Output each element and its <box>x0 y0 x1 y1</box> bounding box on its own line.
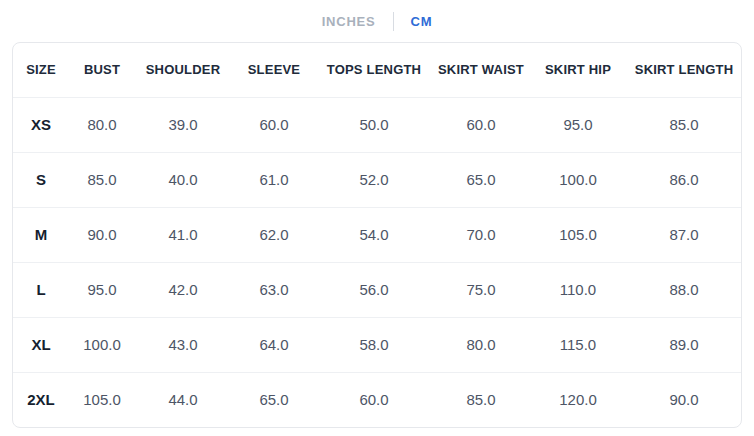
measurement-cell: 85.0 <box>69 152 135 207</box>
measurement-cell: 65.0 <box>231 372 317 427</box>
measurement-cell: 100.0 <box>531 152 625 207</box>
measurement-cell: 80.0 <box>431 317 531 372</box>
measurement-cell: 65.0 <box>431 152 531 207</box>
measurement-cell: 43.0 <box>135 317 231 372</box>
size-label: XS <box>13 97 69 152</box>
measurement-cell: 110.0 <box>531 262 625 317</box>
measurement-cell: 85.0 <box>431 372 531 427</box>
measurement-cell: 90.0 <box>69 207 135 262</box>
measurement-cell: 105.0 <box>69 372 135 427</box>
column-header: SKIRT WAIST <box>431 43 531 97</box>
measurement-cell: 85.0 <box>625 97 742 152</box>
measurement-cell: 50.0 <box>317 97 431 152</box>
measurement-cell: 88.0 <box>625 262 742 317</box>
size-label: M <box>13 207 69 262</box>
measurement-cell: 62.0 <box>231 207 317 262</box>
measurement-cell: 100.0 <box>69 317 135 372</box>
measurement-cell: 90.0 <box>625 372 742 427</box>
measurement-cell: 63.0 <box>231 262 317 317</box>
table-row: S85.040.061.052.065.0100.086.0 <box>13 152 742 207</box>
measurement-cell: 39.0 <box>135 97 231 152</box>
measurement-cell: 70.0 <box>431 207 531 262</box>
column-header: SHOULDER <box>135 43 231 97</box>
size-label: 2XL <box>13 372 69 427</box>
measurement-cell: 64.0 <box>231 317 317 372</box>
measurement-cell: 95.0 <box>69 262 135 317</box>
measurement-cell: 80.0 <box>69 97 135 152</box>
column-header: SKIRT LENGTH <box>625 43 742 97</box>
table-row: L95.042.063.056.075.0110.088.0 <box>13 262 742 317</box>
column-header: SKIRT HIP <box>531 43 625 97</box>
measurement-cell: 75.0 <box>431 262 531 317</box>
size-label: S <box>13 152 69 207</box>
measurement-cell: 54.0 <box>317 207 431 262</box>
measurement-cell: 60.0 <box>317 372 431 427</box>
measurement-cell: 61.0 <box>231 152 317 207</box>
size-chart-table: SIZEBUSTSHOULDERSLEEVETOPS LENGTHSKIRT W… <box>13 43 742 427</box>
column-header: BUST <box>69 43 135 97</box>
measurement-cell: 60.0 <box>431 97 531 152</box>
measurement-cell: 56.0 <box>317 262 431 317</box>
measurement-cell: 52.0 <box>317 152 431 207</box>
table-row: 2XL105.044.065.060.085.0120.090.0 <box>13 372 742 427</box>
unit-toggle: INCHES CM <box>0 0 754 42</box>
column-header: SLEEVE <box>231 43 317 97</box>
measurement-cell: 41.0 <box>135 207 231 262</box>
table-row: XS80.039.060.050.060.095.085.0 <box>13 97 742 152</box>
column-header: TOPS LENGTH <box>317 43 431 97</box>
table-header-row: SIZEBUSTSHOULDERSLEEVETOPS LENGTHSKIRT W… <box>13 43 742 97</box>
size-label: XL <box>13 317 69 372</box>
tab-divider <box>393 12 394 31</box>
measurement-cell: 44.0 <box>135 372 231 427</box>
table-row: M90.041.062.054.070.0105.087.0 <box>13 207 742 262</box>
size-chart-card: SIZEBUSTSHOULDERSLEEVETOPS LENGTHSKIRT W… <box>12 42 742 428</box>
column-header: SIZE <box>13 43 69 97</box>
measurement-cell: 87.0 <box>625 207 742 262</box>
size-label: L <box>13 262 69 317</box>
measurement-cell: 115.0 <box>531 317 625 372</box>
tab-inches[interactable]: INCHES <box>320 10 378 33</box>
measurement-cell: 86.0 <box>625 152 742 207</box>
measurement-cell: 120.0 <box>531 372 625 427</box>
measurement-cell: 40.0 <box>135 152 231 207</box>
measurement-cell: 105.0 <box>531 207 625 262</box>
measurement-cell: 58.0 <box>317 317 431 372</box>
measurement-cell: 95.0 <box>531 97 625 152</box>
measurement-cell: 89.0 <box>625 317 742 372</box>
tab-cm[interactable]: CM <box>409 10 435 33</box>
table-row: XL100.043.064.058.080.0115.089.0 <box>13 317 742 372</box>
measurement-cell: 60.0 <box>231 97 317 152</box>
measurement-cell: 42.0 <box>135 262 231 317</box>
